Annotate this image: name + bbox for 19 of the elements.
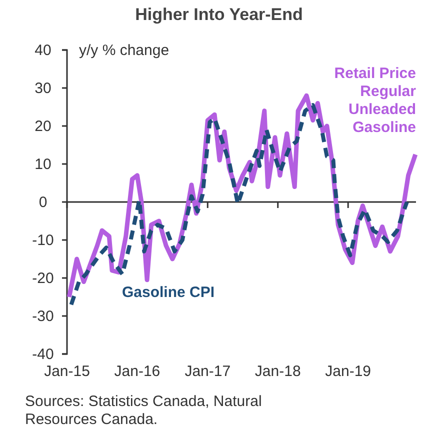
y-tick-label: -20 <box>32 270 54 287</box>
x-tick-label: Jan-16 <box>114 363 160 380</box>
y-tick-label: -30 <box>32 308 54 325</box>
x-tick-label: Jan-15 <box>44 363 90 380</box>
x-tick-label: Jan-18 <box>254 363 301 380</box>
x-tick-label: Jan-19 <box>325 363 372 380</box>
series-label: Retail Price Regular Unleaded Gasoline <box>334 65 416 136</box>
y-tick-label: -40 <box>32 346 54 363</box>
chart-title: Higher Into Year-End <box>135 5 303 24</box>
series-label: Gasoline CPI <box>122 284 215 301</box>
y-axis-title: y/y % change <box>79 42 170 59</box>
y-tick-label: 0 <box>38 194 48 211</box>
x-tick-label: Jan-17 <box>184 363 231 380</box>
y-tick-label: 20 <box>34 118 52 135</box>
y-tick-label: 40 <box>34 42 52 59</box>
y-tick-label: -10 <box>32 232 54 249</box>
y-tick-label: 10 <box>34 156 52 173</box>
y-tick-label: 30 <box>34 80 52 97</box>
source-note: Sources: Statistics Canada, Natural Resources Canada. <box>25 393 262 428</box>
